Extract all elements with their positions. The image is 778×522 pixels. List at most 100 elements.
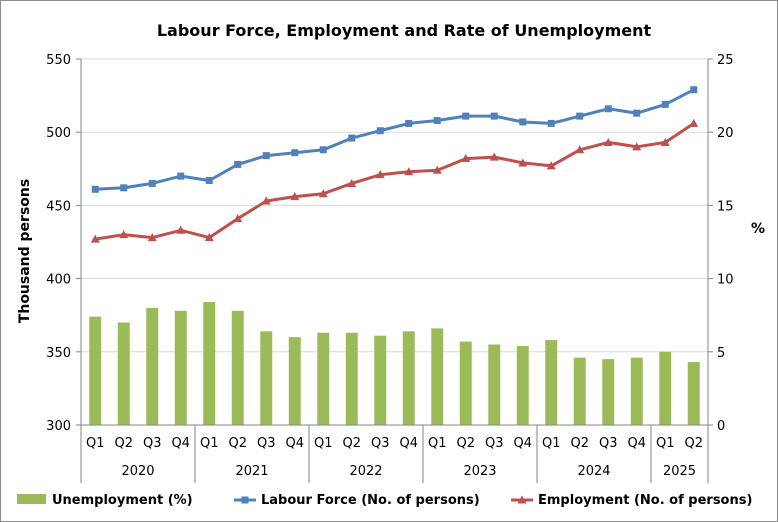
y-tick-label: 550 xyxy=(46,53,71,68)
legend-marker-employment xyxy=(517,495,527,504)
employment-marker xyxy=(375,170,385,179)
unemployment-bar xyxy=(630,357,643,425)
y-tick-label: 300 xyxy=(46,419,71,434)
x-tick-label: Q4 xyxy=(627,436,646,451)
year-label: 2020 xyxy=(121,464,154,479)
labour-force-marker xyxy=(148,179,156,187)
labour-force-marker xyxy=(348,134,356,142)
unemployment-bar xyxy=(488,344,501,425)
unemployment-bar xyxy=(345,332,358,425)
unemployment-bar xyxy=(288,337,301,425)
employment-marker xyxy=(290,192,300,201)
x-tick-label: Q3 xyxy=(257,436,276,451)
unemployment-bar xyxy=(402,331,415,425)
employment-marker xyxy=(461,154,471,163)
y2-tick-label: 25 xyxy=(717,53,734,68)
unemployment-bar xyxy=(146,307,159,425)
employment-marker xyxy=(347,178,357,187)
x-tick-label: Q4 xyxy=(513,436,532,451)
y2-tick-label: 0 xyxy=(717,419,725,434)
unemployment-bar xyxy=(174,310,187,425)
y-tick-label: 400 xyxy=(46,273,71,288)
y2-tick-label: 10 xyxy=(717,273,734,288)
y-tick-label: 500 xyxy=(46,126,71,141)
legend-label-employment: Employment (No. of persons) xyxy=(538,493,752,508)
employment-marker xyxy=(689,118,699,127)
x-tick-label: Q2 xyxy=(342,436,361,451)
y2-tick-label: 20 xyxy=(717,126,734,141)
employment-marker xyxy=(518,158,528,167)
employment-marker xyxy=(233,214,243,223)
employment-marker xyxy=(204,233,214,242)
unemployment-bar xyxy=(459,341,472,425)
x-tick-label: Q1 xyxy=(656,436,675,451)
x-tick-label: Q1 xyxy=(314,436,333,451)
employment-marker xyxy=(318,189,328,198)
x-tick-label: Q3 xyxy=(371,436,390,451)
employment-marker xyxy=(176,225,186,234)
unemployment-bar xyxy=(317,332,330,425)
y2-tick-label: 5 xyxy=(717,346,725,361)
employment-marker xyxy=(261,196,271,205)
unemployment-bar xyxy=(260,331,273,425)
x-tick-label: Q4 xyxy=(285,436,304,451)
employment-line xyxy=(95,122,695,241)
unemployment-bar xyxy=(602,359,615,425)
labour-force-marker xyxy=(91,185,99,193)
labour-force-marker xyxy=(234,160,242,168)
employment-marker xyxy=(546,161,556,170)
employment-marker xyxy=(404,167,414,176)
year-label: 2023 xyxy=(463,464,496,479)
employment-marker xyxy=(660,137,670,146)
y2-axis-title: % xyxy=(751,221,765,237)
chart-title: Labour Force, Employment and Rate of Une… xyxy=(157,21,652,40)
x-tick-label: Q3 xyxy=(485,436,504,451)
x-tick-label: Q2 xyxy=(228,436,247,451)
unemployment-bar xyxy=(545,340,558,425)
x-tick-label: Q1 xyxy=(200,436,219,451)
labour-force-marker xyxy=(661,100,669,108)
labour-force-marker xyxy=(633,109,641,117)
labour-force-marker xyxy=(690,86,698,94)
year-label: 2024 xyxy=(577,464,610,479)
x-tick-label: Q1 xyxy=(542,436,561,451)
unemployment-bar xyxy=(89,316,102,425)
labour-force-marker xyxy=(262,152,270,160)
x-tick-label: Q1 xyxy=(428,436,447,451)
legend-label-labour-force: Labour Force (No. of persons) xyxy=(261,493,480,508)
labour-force-marker xyxy=(319,146,327,154)
unemployment-bar xyxy=(231,310,244,425)
labour-force-marker xyxy=(604,105,612,113)
labour-force-line xyxy=(95,88,695,191)
year-label: 2022 xyxy=(349,464,382,479)
employment-marker xyxy=(603,137,613,146)
unemployment-bar xyxy=(374,335,387,425)
legend-swatch-unemployment xyxy=(17,494,46,504)
labour-force-marker xyxy=(205,177,213,185)
unemployment-bar xyxy=(516,345,529,425)
y-axis-title: Thousand persons xyxy=(17,179,33,323)
labour-force-marker xyxy=(120,184,128,192)
labour-force-marker xyxy=(547,119,555,127)
labour-force-marker xyxy=(433,116,441,124)
x-tick-label: Q4 xyxy=(171,436,190,451)
x-tick-label: Q2 xyxy=(684,436,703,451)
employment-marker xyxy=(489,152,499,161)
employment-marker xyxy=(575,145,585,154)
unemployment-bar xyxy=(573,357,586,425)
x-tick-label: Q2 xyxy=(570,436,589,451)
labour-force-marker xyxy=(490,112,498,120)
employment-marker xyxy=(119,230,129,239)
x-tick-label: Q2 xyxy=(456,436,475,451)
y-tick-label: 350 xyxy=(46,346,71,361)
y2-tick-label: 15 xyxy=(717,199,734,214)
employment-marker xyxy=(632,142,642,151)
year-label: 2021 xyxy=(235,464,268,479)
legend-marker-labour-force xyxy=(241,496,249,504)
unemployment-bar xyxy=(431,328,444,425)
employment-marker xyxy=(90,234,100,243)
year-label: 2025 xyxy=(663,464,696,479)
x-tick-label: Q2 xyxy=(114,436,133,451)
